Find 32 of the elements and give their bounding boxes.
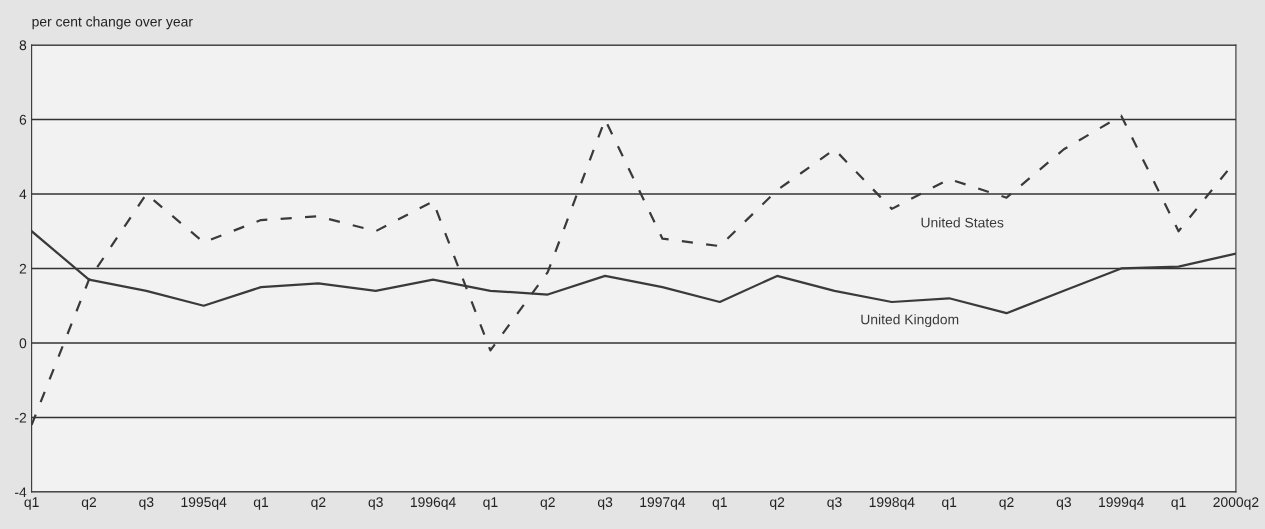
y-tick-label: 2 <box>19 263 27 274</box>
x-tick-label: q2 <box>769 497 785 510</box>
x-tick-label: q2 <box>540 497 555 510</box>
x-tick-label: 1995q4 <box>181 497 227 510</box>
x-tick-label: q1 <box>942 497 957 510</box>
x-tick-label: q1 <box>253 497 269 510</box>
y-tick-label: 0 <box>19 338 27 349</box>
y-tick-label: 8 <box>19 40 27 51</box>
y-tick-label: 4 <box>19 189 27 199</box>
x-tick-label: q1 <box>483 497 498 510</box>
x-tick-label: 1996q4 <box>410 497 456 510</box>
x-tick-label: q3 <box>1056 497 1071 510</box>
x-tick-label: q3 <box>827 497 842 510</box>
x-tick-label: q3 <box>597 497 613 510</box>
y-axis-title: per cent change over year <box>32 16 193 30</box>
x-tick-label: 1997q4 <box>640 497 686 510</box>
x-tick-label: q2 <box>311 497 326 510</box>
x-tick-label: q1 <box>1171 497 1186 510</box>
x-tick-label: q1 <box>24 497 39 510</box>
y-tick-label: -2 <box>15 412 27 423</box>
x-tick-label: q3 <box>139 497 154 510</box>
series-label: United Kingdom <box>861 314 959 328</box>
series-label: United States <box>921 217 1004 228</box>
x-tick-label: q3 <box>368 497 383 510</box>
x-tick-label: q1 <box>712 497 727 510</box>
x-tick-label: 2000q2 <box>1213 497 1259 510</box>
x-tick-label: 1998q4 <box>869 497 915 510</box>
y-tick-label: 6 <box>19 114 27 125</box>
x-tick-label: 1999q4 <box>1099 497 1144 510</box>
y-tick-label: -4 <box>15 487 27 497</box>
x-tick-label: q2 <box>999 497 1014 510</box>
x-tick-label: q2 <box>81 497 96 510</box>
